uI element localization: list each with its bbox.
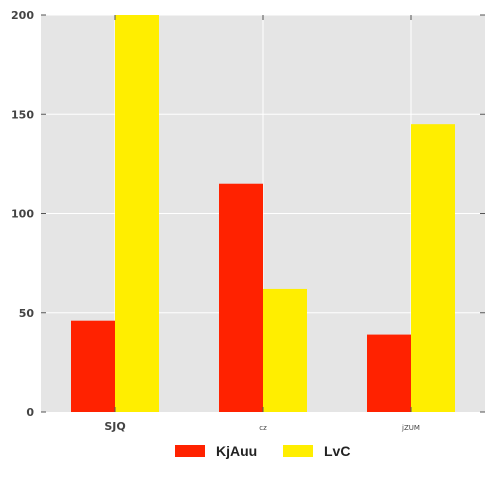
x-tick-label: cz (259, 424, 267, 432)
x-tick-label: SJQ (104, 420, 125, 433)
legend-label-KjAuu: KjAuu (216, 443, 257, 459)
y-tick-label: 50 (19, 307, 35, 320)
y-tick-label: 150 (11, 108, 34, 121)
bars (71, 15, 455, 413)
bar-KjAuu-jZUM (367, 334, 411, 412)
x-tick-label: jZUM (401, 424, 420, 432)
bar-KjAuu-cz (219, 183, 263, 412)
legend-swatch-KjAuu (175, 445, 205, 457)
legend: KjAuu LvC (175, 443, 350, 459)
bar-LvC-SJQ (115, 15, 159, 412)
y-tick-label: 100 (11, 208, 34, 221)
bar-LvC-jZUM (411, 124, 455, 413)
legend-label-LvC: LvC (324, 443, 350, 459)
y-tick-label: 0 (26, 406, 34, 419)
y-axis-ticks: 0 50 100 150 200 (11, 9, 485, 419)
bar-KjAuu-SJQ (71, 320, 115, 412)
x-axis-ticks: SJQ cz jZUM (104, 15, 420, 433)
legend-swatch-LvC (283, 445, 313, 457)
bar-LvC-cz (263, 288, 307, 412)
y-tick-label: 200 (11, 9, 34, 22)
